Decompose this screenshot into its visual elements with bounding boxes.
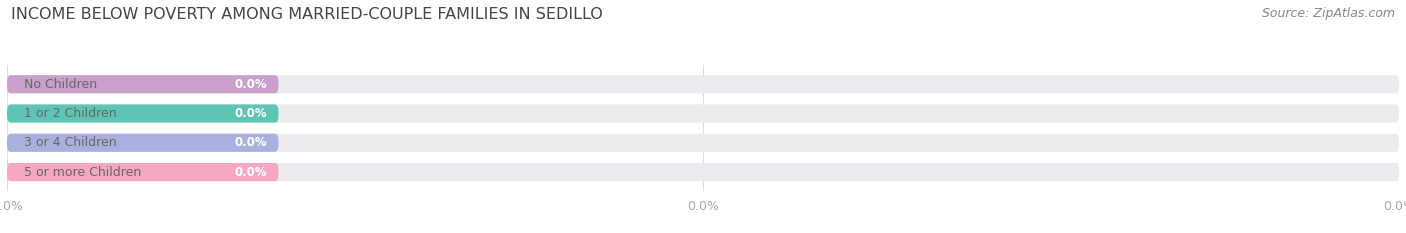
- FancyBboxPatch shape: [7, 104, 1399, 123]
- FancyBboxPatch shape: [7, 75, 278, 93]
- FancyBboxPatch shape: [7, 134, 1399, 152]
- Text: 0.0%: 0.0%: [235, 107, 267, 120]
- FancyBboxPatch shape: [7, 163, 278, 181]
- Text: 3 or 4 Children: 3 or 4 Children: [24, 136, 117, 149]
- Text: 0.0%: 0.0%: [235, 78, 267, 91]
- Text: No Children: No Children: [24, 78, 97, 91]
- FancyBboxPatch shape: [7, 104, 278, 123]
- Text: Source: ZipAtlas.com: Source: ZipAtlas.com: [1261, 7, 1395, 20]
- Text: 5 or more Children: 5 or more Children: [24, 165, 141, 178]
- FancyBboxPatch shape: [7, 163, 1399, 181]
- Text: 1 or 2 Children: 1 or 2 Children: [24, 107, 117, 120]
- FancyBboxPatch shape: [7, 75, 1399, 93]
- Text: 0.0%: 0.0%: [235, 136, 267, 149]
- Text: 0.0%: 0.0%: [235, 165, 267, 178]
- Text: INCOME BELOW POVERTY AMONG MARRIED-COUPLE FAMILIES IN SEDILLO: INCOME BELOW POVERTY AMONG MARRIED-COUPL…: [11, 7, 603, 22]
- FancyBboxPatch shape: [7, 134, 278, 152]
